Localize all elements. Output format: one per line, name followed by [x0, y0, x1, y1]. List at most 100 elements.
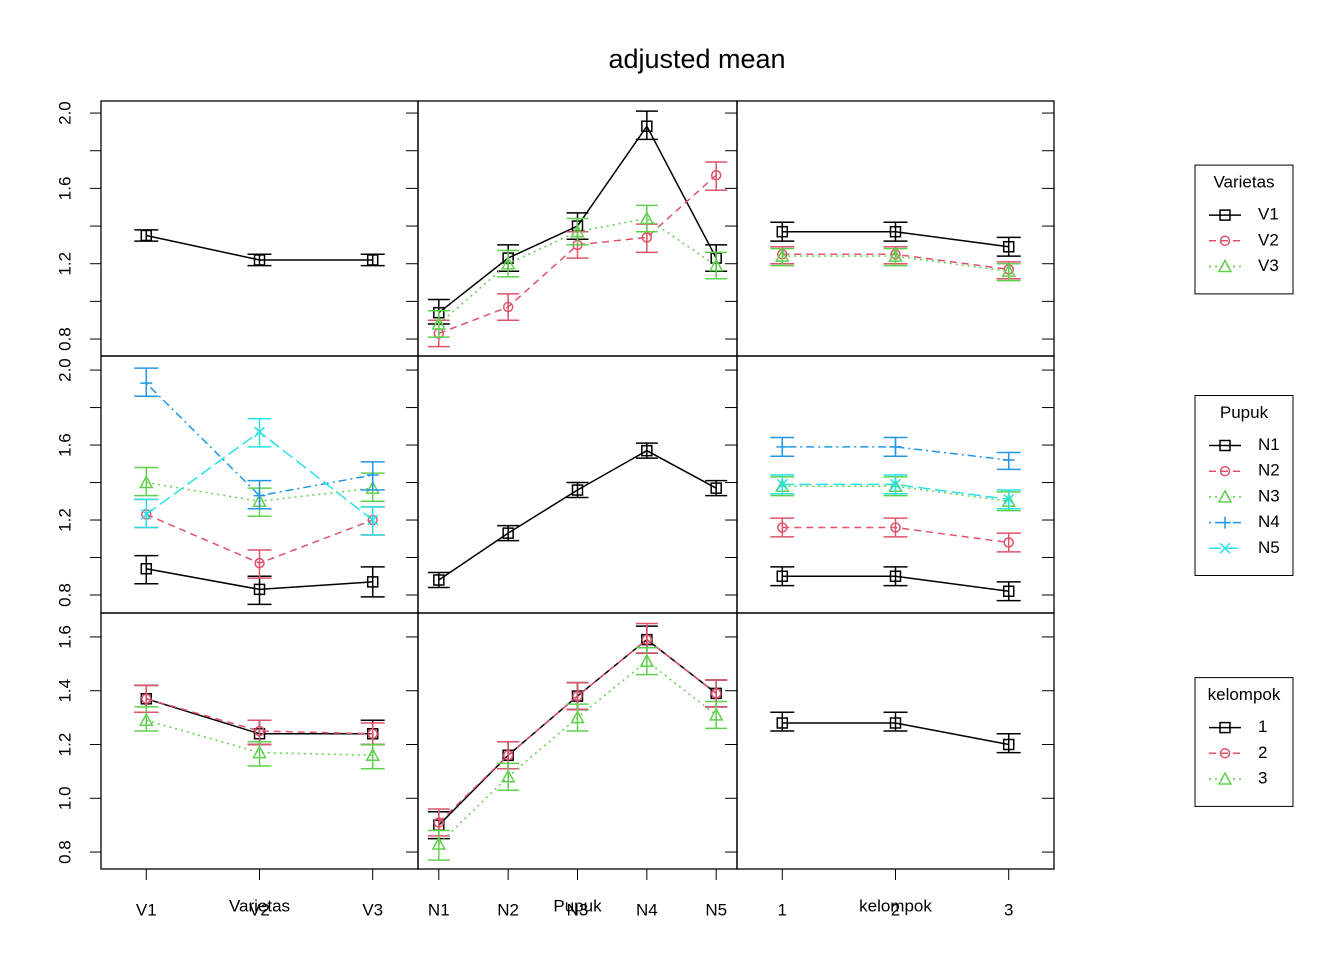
chart-title: adjusted mean — [608, 44, 785, 74]
legend-label: 1 — [1258, 717, 1267, 736]
point — [641, 634, 653, 645]
x-tick-label: V1 — [136, 900, 157, 919]
point — [889, 478, 902, 490]
point — [1003, 493, 1015, 505]
series-line — [438, 174, 717, 335]
x-tick-label: N1 — [428, 900, 450, 919]
x-tick-label: N4 — [636, 900, 658, 919]
point — [365, 480, 380, 494]
y-tick-label: 1.0 — [55, 786, 74, 810]
y-tick-label: 1.2 — [55, 508, 74, 532]
point — [641, 120, 653, 132]
point — [570, 224, 585, 238]
point — [776, 717, 789, 729]
point — [776, 225, 789, 238]
error-bar — [134, 466, 159, 497]
point — [139, 474, 154, 489]
x-axis-title: Varietas — [229, 896, 290, 915]
series-line — [146, 568, 373, 591]
legend-box — [1194, 677, 1294, 807]
point — [252, 744, 267, 759]
point — [502, 527, 514, 539]
x-tick-label: V3 — [362, 900, 383, 919]
legend-title: kelompok — [1208, 685, 1281, 704]
point — [710, 169, 722, 181]
error-bar — [635, 204, 658, 233]
legend-box — [1194, 164, 1294, 295]
y-tick-label: 0.8 — [55, 840, 74, 864]
point — [433, 574, 445, 586]
series-line — [438, 449, 717, 581]
point — [777, 522, 788, 533]
point — [889, 225, 902, 238]
series-line — [782, 446, 1009, 461]
error-bar — [247, 549, 272, 579]
point — [641, 444, 653, 457]
point — [253, 254, 266, 266]
y-tick-label: 0.8 — [55, 327, 74, 351]
y-tick-label: 0.8 — [55, 583, 74, 607]
point — [572, 690, 583, 702]
point — [1002, 738, 1015, 751]
x-tick-label: N2 — [497, 900, 519, 919]
point — [140, 563, 153, 575]
point — [775, 248, 790, 262]
point — [708, 258, 724, 272]
series-line — [438, 217, 717, 325]
point — [888, 248, 903, 262]
x-tick-label: 1 — [778, 900, 787, 919]
point — [889, 570, 902, 583]
point — [366, 576, 379, 588]
x-tick-label: V2 — [249, 900, 270, 919]
point — [366, 254, 379, 266]
legend-marker — [1219, 721, 1231, 734]
y-tick-label: 1.2 — [55, 733, 74, 757]
legend-marker — [1219, 209, 1231, 221]
point — [889, 440, 902, 453]
point — [1002, 454, 1015, 467]
point — [433, 817, 445, 828]
error-bar — [427, 310, 450, 338]
series-line — [782, 485, 1009, 503]
point — [140, 229, 153, 242]
series-line — [438, 660, 717, 845]
series-line — [146, 719, 373, 757]
point — [708, 707, 724, 721]
series-line — [782, 722, 1009, 746]
error-bar — [427, 829, 450, 861]
point — [1001, 263, 1016, 278]
point — [776, 440, 789, 453]
point — [141, 693, 152, 705]
error-bar — [134, 554, 159, 585]
x-tick-label: 2 — [891, 900, 900, 919]
x-axis-title: Pupuk — [553, 896, 602, 915]
point — [254, 557, 265, 569]
error-bar — [705, 700, 728, 730]
legend-marker — [1219, 439, 1231, 452]
point — [639, 653, 655, 667]
point — [253, 426, 266, 438]
legend-marker — [1219, 516, 1231, 529]
y-tick-label: 2.0 — [55, 358, 74, 382]
point — [254, 725, 265, 737]
point — [641, 232, 653, 243]
y-tick-label: 1.4 — [55, 679, 74, 703]
x-axis-title: kelompok — [859, 896, 932, 915]
point — [140, 508, 152, 520]
series-line — [146, 698, 373, 735]
y-tick-label: 1.6 — [55, 433, 74, 457]
error-bar — [996, 532, 1021, 553]
series-line — [146, 234, 373, 261]
legend-label: N2 — [1258, 461, 1280, 480]
point — [500, 769, 516, 783]
point — [890, 522, 901, 533]
point — [139, 712, 154, 727]
series-line — [145, 513, 373, 564]
x-tick-label: N3 — [567, 900, 589, 919]
series-line — [782, 526, 1009, 544]
legend-label: N3 — [1258, 486, 1280, 505]
point — [639, 210, 655, 225]
point — [1002, 585, 1015, 598]
legend-marker — [1219, 748, 1231, 759]
